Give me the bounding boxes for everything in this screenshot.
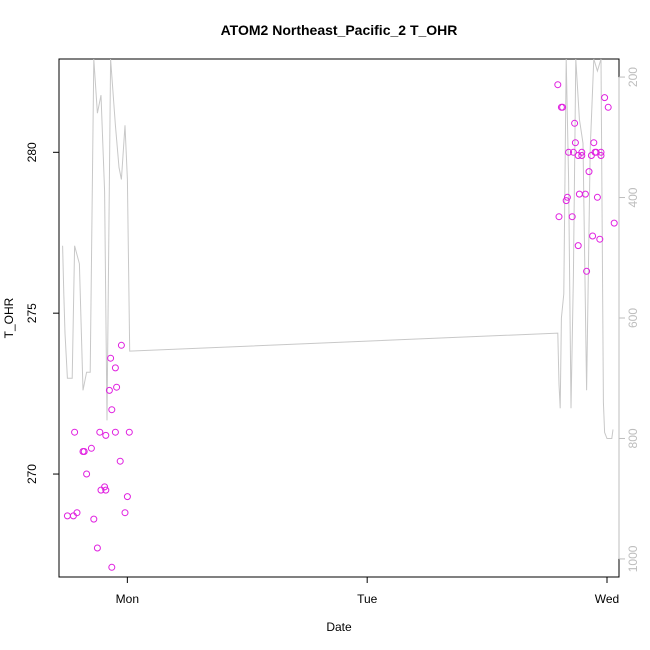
point-series xyxy=(63,81,618,571)
data-point xyxy=(105,386,113,394)
x-tick-label: Wed xyxy=(595,592,619,606)
data-point xyxy=(80,448,88,455)
data-point xyxy=(591,148,599,156)
data-point xyxy=(73,509,81,517)
data-point xyxy=(571,119,579,127)
data-point xyxy=(559,103,567,111)
data-point xyxy=(87,444,95,452)
data-point xyxy=(562,197,570,205)
data-point xyxy=(83,470,91,478)
data-point xyxy=(575,190,583,198)
y2-axis: 200 400 600 800 1000 xyxy=(618,67,640,572)
y-tick-label: 270 xyxy=(25,464,39,484)
data-point xyxy=(578,152,586,159)
x-axis: Mon Tue Wed xyxy=(116,576,619,606)
data-point xyxy=(101,483,109,491)
data-point xyxy=(102,486,110,494)
data-point xyxy=(102,431,110,439)
data-point xyxy=(108,563,116,571)
data-point xyxy=(96,428,104,436)
x-axis-label: Date xyxy=(326,620,352,634)
data-point xyxy=(585,168,593,176)
data-point xyxy=(116,457,124,465)
data-point xyxy=(554,81,562,89)
data-point xyxy=(593,193,601,201)
data-point xyxy=(568,213,576,221)
line-series xyxy=(62,58,614,439)
y-axis: 270 275 280 xyxy=(25,142,60,484)
data-point xyxy=(117,341,125,349)
data-point xyxy=(69,512,77,520)
x-tick-label: Mon xyxy=(116,592,139,606)
data-point xyxy=(111,364,119,372)
y-axis-label: T_OHR xyxy=(2,297,16,338)
data-point xyxy=(574,242,582,250)
data-point xyxy=(555,213,563,221)
plot-frame xyxy=(58,58,620,578)
data-point xyxy=(571,139,579,147)
y2-tick-label: 200 xyxy=(626,67,640,87)
data-point xyxy=(63,512,71,520)
data-point xyxy=(610,219,618,227)
data-point xyxy=(563,193,571,201)
data-point xyxy=(90,515,98,523)
data-point xyxy=(589,232,597,240)
data-point xyxy=(125,428,133,436)
data-point xyxy=(581,190,589,198)
data-point xyxy=(108,406,116,414)
data-point xyxy=(604,103,612,111)
y-tick-label: 280 xyxy=(25,142,39,162)
data-point xyxy=(569,148,577,156)
data-point xyxy=(565,148,573,156)
data-point xyxy=(597,152,605,159)
data-point xyxy=(121,509,129,517)
data-point xyxy=(113,383,121,391)
data-point xyxy=(71,428,79,436)
data-point xyxy=(590,139,598,147)
data-point xyxy=(107,354,115,362)
y2-tick-label: 600 xyxy=(626,308,640,328)
y2-tick-label: 400 xyxy=(626,187,640,207)
data-point xyxy=(93,544,101,552)
series-line xyxy=(62,58,614,439)
data-point xyxy=(583,267,591,275)
data-point xyxy=(574,152,582,159)
y2-tick-label: 800 xyxy=(626,428,640,448)
data-point xyxy=(596,235,604,243)
chart-title: ATOM2 Northeast_Pacific_2 T_OHR xyxy=(221,22,458,38)
y-tick-label: 275 xyxy=(25,303,39,323)
x-tick-label: Tue xyxy=(357,592,378,606)
data-point xyxy=(123,493,131,501)
data-point xyxy=(111,428,119,436)
y2-tick-label: 1000 xyxy=(626,545,640,572)
data-point xyxy=(601,94,609,102)
